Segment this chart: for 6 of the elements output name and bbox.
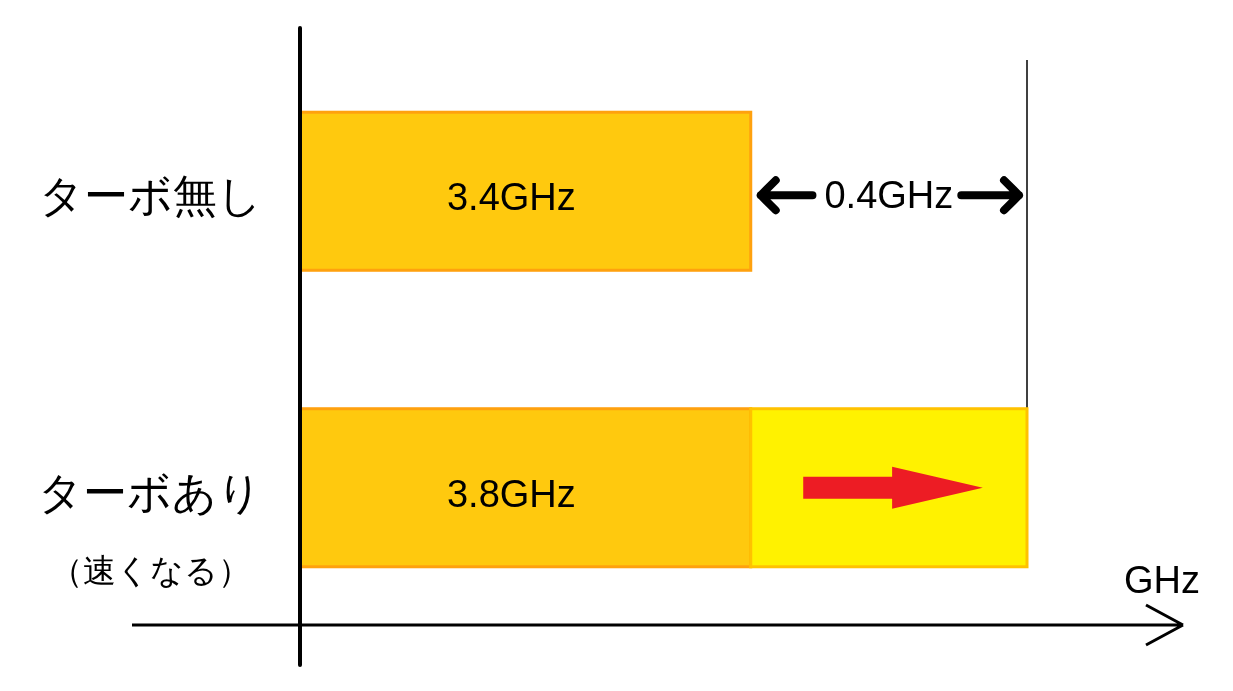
annotation: 3.8GHz: [446, 472, 576, 515]
annotation: 0.4GHz: [824, 174, 954, 217]
x-axis-title: GHz: [1124, 559, 1200, 601]
y-tick-label: ターボ無し: [38, 170, 262, 220]
annotation: 3.4GHz: [446, 176, 576, 219]
y-tick-label: ターボあり（速くなる）: [38, 467, 262, 589]
